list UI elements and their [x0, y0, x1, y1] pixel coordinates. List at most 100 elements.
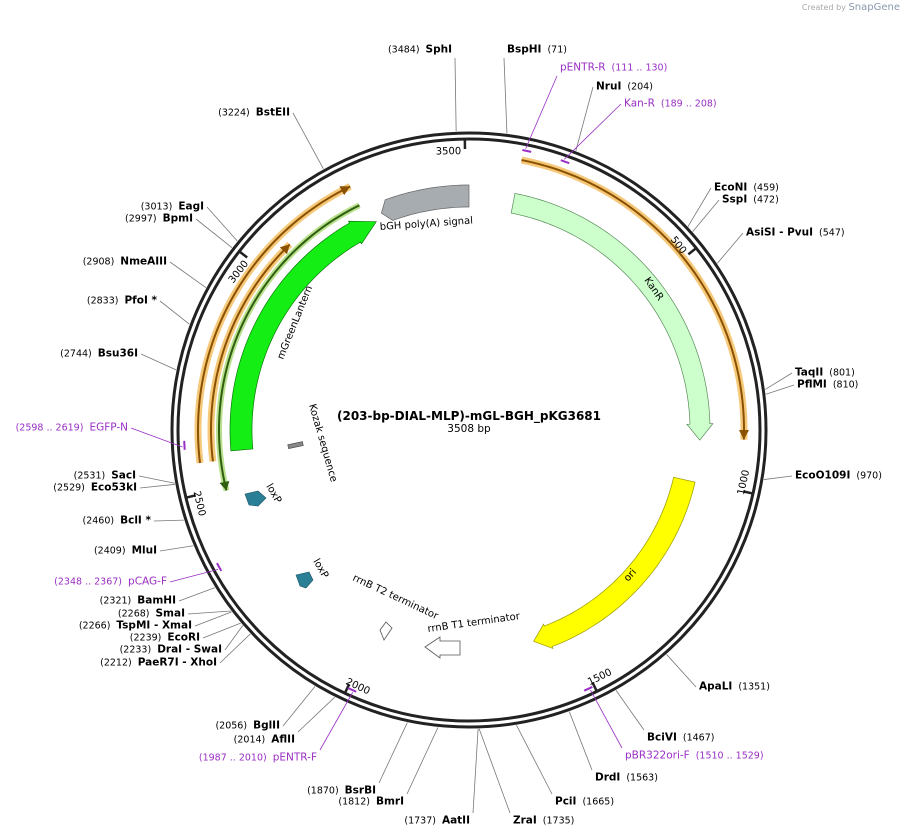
- site-position: (2233): [119, 644, 152, 656]
- tick-label: 1000: [736, 469, 752, 496]
- feature-label: Kozak sequence: [306, 403, 339, 484]
- site-position: (2908): [82, 256, 115, 268]
- leader-line: [224, 625, 244, 651]
- site-position: (2268): [117, 608, 150, 620]
- enzyme-name: PciI: [555, 795, 577, 808]
- enzyme-name: BsrBI: [344, 784, 376, 797]
- enzyme-label: (2744) Bsu36I: [60, 348, 138, 361]
- leader-line: [615, 690, 645, 731]
- kozak-mark: [287, 441, 304, 449]
- feature-label: loxP: [263, 482, 283, 505]
- enzyme-name: AatII: [441, 814, 470, 827]
- orf-head: [739, 430, 749, 440]
- leader-line: [478, 728, 511, 814]
- site-position: (1735): [542, 815, 575, 827]
- site-position: (1812): [338, 796, 370, 808]
- tick-label: 2500: [191, 490, 208, 517]
- leader-line: [568, 711, 593, 771]
- enzyme-name: MluI: [131, 544, 157, 557]
- primer-name: pCAG-F: [128, 575, 167, 588]
- enzyme-label: (2266) TspMI - XmaI: [79, 620, 192, 633]
- enzyme-label: BspHI (71): [507, 44, 567, 57]
- leader-line: [178, 587, 216, 602]
- brand: SnapGene: [848, 2, 900, 13]
- feature-bgh: [380, 184, 470, 221]
- enzyme-label: EcoO109I (970): [795, 470, 882, 483]
- leader-line: [687, 187, 712, 227]
- leader-line: [765, 372, 793, 390]
- primer-mark: [522, 149, 532, 153]
- enzyme-name: EcoNI: [714, 181, 748, 194]
- enzyme-label: (2321) BamHI: [100, 595, 176, 608]
- enzyme-label: PflMI (810): [797, 379, 858, 392]
- leader-line: [159, 300, 190, 325]
- leader-line: [169, 568, 219, 583]
- enzyme-name: BclI *: [120, 514, 151, 527]
- site-position: (2529): [53, 482, 85, 494]
- enzyme-name: PflMI: [797, 378, 827, 391]
- leader-line: [292, 112, 324, 170]
- enzyme-label: BciVI (1467): [647, 732, 714, 745]
- enzyme-name: Bsu36I: [97, 347, 138, 360]
- enzyme-name: PfoI *: [124, 294, 157, 307]
- enzyme-name: BamHI: [137, 594, 176, 607]
- primer-range: (111 .. 130): [611, 62, 668, 74]
- primer-mark: [347, 687, 357, 693]
- primer-range: (1510 .. 1529): [695, 750, 764, 762]
- plasmid-title: (203-bp-DIAL-MLP)-mGL-BGH_pKG3681: [337, 409, 601, 424]
- enzyme-label: SspI (472): [722, 194, 779, 207]
- site-position: (1665): [582, 796, 615, 808]
- site-position: (3224): [218, 107, 250, 119]
- leader-line: [282, 686, 316, 727]
- enzyme-name: EagI: [178, 200, 204, 213]
- site-position: (970): [856, 470, 882, 482]
- plasmid-length: 3508 bp: [447, 423, 491, 435]
- enzyme-label: (1812) BmrI: [338, 796, 404, 809]
- primer-name: pENTR-F: [272, 751, 317, 764]
- enzyme-name: PaeR7I - XhoI: [137, 656, 217, 669]
- enzyme-label: (2233) DraI - SwaI: [120, 644, 222, 657]
- enzyme-label: ApaLI (1351): [699, 681, 770, 694]
- site-position: (2056): [215, 720, 248, 732]
- site-position: (3484): [387, 44, 420, 56]
- enzyme-name: SacI: [111, 469, 136, 482]
- site-position: (1870): [307, 785, 339, 797]
- enzyme-name: BspHI: [507, 43, 542, 56]
- primer-name: Kan-R: [624, 97, 655, 110]
- enzyme-label: TaqII (801): [795, 367, 855, 380]
- enzyme-label: ZraI (1735): [513, 815, 574, 828]
- leader-line: [202, 622, 241, 639]
- terminator-arrow: [424, 636, 461, 659]
- site-position: (71): [547, 44, 567, 56]
- feature-kanr: [510, 193, 714, 441]
- enzyme-name: NruI: [596, 80, 622, 93]
- enzyme-label: (2409) MluI: [94, 545, 157, 558]
- terminator-arrow: [379, 621, 393, 641]
- enzyme-label: (2212) PaeR7I - XhoI: [100, 657, 217, 670]
- enzyme-label: (2460) BclI *: [83, 515, 151, 528]
- primer-label: (2348 .. 2367) pCAG-F: [54, 576, 167, 589]
- tick-mark: [591, 681, 598, 692]
- leader-line: [219, 633, 251, 664]
- enzyme-label: (2056) BglII: [215, 720, 280, 733]
- primer-name: pBR322ori-F: [625, 749, 690, 762]
- orf-head: [339, 186, 351, 196]
- primer-label: (2598 .. 2619) EGFP-N: [16, 422, 128, 435]
- enzyme-name: AsiSI - PvuI: [746, 226, 814, 239]
- leader-line: [406, 727, 439, 795]
- enzyme-label: (2833) PfoI *: [87, 295, 157, 308]
- primer-mark: [583, 686, 593, 692]
- enzyme-label: PciI (1665): [555, 796, 614, 809]
- primer-mark: [216, 562, 223, 572]
- leader-line: [297, 696, 336, 733]
- enzyme-name: DrdI: [595, 771, 621, 784]
- primer-label: pBR322ori-F (1510 .. 1529): [625, 750, 764, 763]
- site-position: (2744): [60, 348, 92, 360]
- primer-range: (1987 .. 2010): [198, 752, 267, 764]
- orf-arc: [217, 204, 360, 491]
- site-position: (1737): [404, 815, 436, 827]
- leader-line: [378, 722, 408, 784]
- leader-line: [765, 384, 795, 395]
- credit: Created by SnapGene: [802, 2, 900, 13]
